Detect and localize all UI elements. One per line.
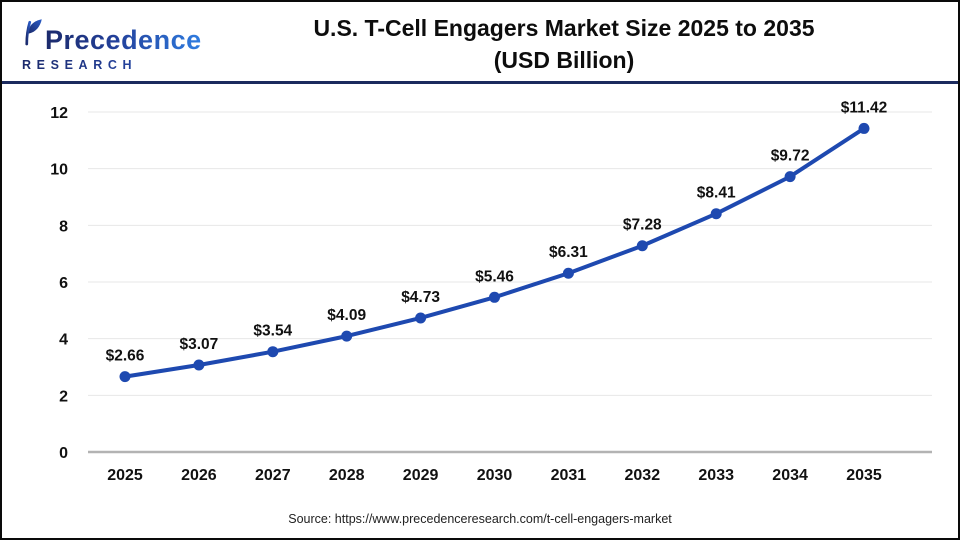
line-chart: 0 2 4 6 8 10 12 2025 2026 2027 2028 2029 2030 2031 203… (50, 99, 932, 484)
x-tick-label: 2035 (846, 467, 882, 484)
y-tick-label: 12 (50, 105, 68, 122)
header: Precedence RESEARCH U.S. T-Cell Engagers… (2, 2, 958, 81)
precedence-research-logo: Precedence RESEARCH (16, 15, 212, 72)
data-point-label: $3.54 (253, 323, 292, 340)
data-point-marker (415, 312, 427, 324)
data-point-marker (119, 371, 131, 383)
header-separator-line (2, 81, 958, 84)
logo-sub-text: RESEARCH (22, 58, 212, 72)
chart-title: U.S. T-Cell Engagers Market Size 2025 to… (212, 12, 944, 76)
x-tick-label: 2028 (329, 467, 365, 484)
data-point-marker (341, 330, 353, 342)
data-point-label: $7.28 (623, 217, 662, 234)
y-tick-label: 2 (59, 388, 68, 405)
series-line (123, 126, 866, 379)
data-point-marker (636, 240, 648, 252)
data-point-label: $11.42 (841, 99, 888, 116)
data-point-label: $9.72 (771, 148, 810, 165)
y-tick-label: 0 (59, 445, 68, 462)
data-point-marker (193, 359, 205, 371)
data-point-label: $4.09 (327, 307, 366, 324)
x-tick-label: 2026 (181, 467, 217, 484)
data-point-marker (489, 291, 500, 303)
x-tick-label: 2033 (698, 467, 734, 484)
data-point-marker (784, 171, 796, 183)
y-tick-label: 4 (59, 332, 68, 349)
x-tick-label: 2032 (625, 467, 661, 484)
logo-leaf-icon (20, 15, 44, 54)
y-tick-label: 8 (59, 218, 68, 235)
data-point-marker (267, 346, 279, 358)
x-tick-label: 2031 (551, 467, 587, 484)
chart-title-line1: U.S. T-Cell Engagers Market Size 2025 to… (313, 14, 815, 41)
data-point-label: $3.07 (180, 336, 219, 353)
chart-title-line2: (USD Billion) (493, 46, 635, 73)
y-tick-label: 6 (59, 275, 68, 292)
chart-area: 0 2 4 6 8 10 12 2025 2026 2027 2028 2029 2030 2031 203… (2, 84, 958, 504)
x-tick-label: 2025 (107, 467, 143, 484)
x-tick-label: 2030 (477, 467, 513, 484)
footer: Source: https://www.precedenceresearch.c… (2, 504, 958, 536)
data-point-label: $8.41 (697, 185, 736, 202)
data-point-label: $5.46 (475, 268, 514, 285)
y-tick-label: 10 (50, 162, 68, 179)
x-tick-label: 2029 (403, 467, 439, 484)
data-point-label: $2.66 (106, 348, 145, 365)
data-point-marker (562, 267, 574, 279)
source-text: Source: https://www.precedenceresearch.c… (288, 512, 672, 526)
x-tick-label: 2034 (772, 467, 808, 484)
data-point-marker (710, 208, 722, 220)
x-tick-label: 2027 (255, 467, 291, 484)
logo-brand-text: Precedence (45, 25, 202, 55)
data-point-label: $4.73 (401, 289, 440, 306)
data-point-label: $6.31 (549, 244, 588, 261)
data-point-marker (858, 122, 870, 134)
